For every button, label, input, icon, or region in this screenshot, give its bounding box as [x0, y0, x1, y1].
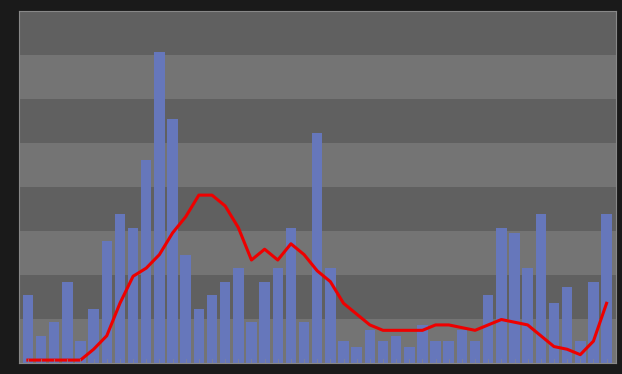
Livraisons	[24, 358, 32, 362]
Livraisons	[590, 339, 597, 343]
Bar	[154, 52, 165, 363]
Livraisons	[498, 317, 505, 322]
Bar	[536, 214, 546, 363]
Bar	[338, 341, 349, 363]
Bar	[470, 341, 480, 363]
Bar	[88, 309, 99, 363]
Bar	[299, 322, 309, 363]
Bar	[19, 55, 616, 99]
Livraisons	[340, 301, 347, 306]
Livraisons	[524, 323, 531, 327]
Livraisons	[129, 274, 137, 279]
Bar	[417, 325, 428, 363]
Bar	[193, 309, 204, 363]
Livraisons	[221, 204, 229, 208]
Livraisons	[406, 328, 413, 332]
Bar	[601, 214, 612, 363]
Bar	[19, 143, 616, 187]
Bar	[562, 287, 572, 363]
Livraisons	[511, 320, 518, 325]
Bar	[167, 119, 178, 363]
Bar	[220, 282, 230, 363]
Bar	[325, 268, 336, 363]
Bar	[483, 295, 493, 363]
Bar	[391, 336, 401, 363]
Livraisons	[537, 334, 544, 338]
Livraisons	[37, 358, 45, 362]
Livraisons	[353, 312, 360, 316]
Bar	[19, 275, 616, 319]
Bar	[430, 341, 441, 363]
Bar	[457, 330, 467, 363]
Livraisons	[313, 269, 321, 273]
Livraisons	[103, 334, 111, 338]
Line: Livraisons: Livraisons	[28, 195, 606, 360]
Livraisons	[603, 301, 610, 306]
Bar	[19, 231, 616, 275]
Bar	[246, 322, 257, 363]
Bar	[272, 268, 283, 363]
Livraisons	[564, 347, 571, 352]
Livraisons	[458, 325, 466, 330]
Bar	[443, 341, 454, 363]
Bar	[114, 214, 125, 363]
Bar	[22, 295, 33, 363]
Livraisons	[90, 347, 98, 352]
Livraisons	[287, 242, 295, 246]
Bar	[19, 99, 616, 143]
Bar	[35, 336, 46, 363]
Bar	[233, 268, 244, 363]
Bar	[128, 227, 138, 363]
Livraisons	[142, 266, 150, 270]
Livraisons	[182, 215, 190, 219]
Bar	[180, 255, 191, 363]
Livraisons	[234, 225, 242, 230]
Bar	[207, 295, 217, 363]
Livraisons	[445, 323, 452, 327]
Livraisons	[485, 323, 492, 327]
Livraisons	[550, 344, 558, 349]
Bar	[75, 341, 86, 363]
Livraisons	[195, 193, 203, 197]
Livraisons	[116, 301, 124, 306]
Livraisons	[208, 193, 216, 197]
Livraisons	[274, 258, 282, 262]
Livraisons	[50, 358, 58, 362]
Livraisons	[261, 247, 268, 251]
Bar	[549, 303, 559, 363]
Bar	[522, 268, 533, 363]
Bar	[19, 187, 616, 231]
Livraisons	[419, 328, 426, 332]
Bar	[49, 322, 60, 363]
Bar	[351, 347, 362, 363]
Bar	[259, 282, 270, 363]
Livraisons	[577, 352, 584, 357]
Bar	[575, 341, 585, 363]
Bar	[141, 160, 152, 363]
Bar	[496, 227, 506, 363]
Bar	[285, 227, 296, 363]
Livraisons	[327, 279, 334, 284]
Livraisons	[300, 252, 308, 257]
Livraisons	[379, 328, 387, 332]
Livraisons	[248, 258, 255, 262]
Bar	[588, 282, 599, 363]
Bar	[62, 282, 73, 363]
Livraisons	[432, 323, 439, 327]
Bar	[509, 233, 520, 363]
Bar	[19, 11, 616, 55]
Bar	[378, 341, 388, 363]
Livraisons	[169, 231, 176, 235]
Bar	[312, 133, 322, 363]
Livraisons	[77, 358, 84, 362]
Livraisons	[63, 358, 71, 362]
Livraisons	[471, 328, 479, 332]
Livraisons	[366, 323, 374, 327]
Bar	[404, 347, 414, 363]
Livraisons	[156, 252, 163, 257]
Bar	[19, 319, 616, 363]
Bar	[364, 330, 375, 363]
Livraisons	[392, 328, 400, 332]
Bar	[101, 241, 112, 363]
